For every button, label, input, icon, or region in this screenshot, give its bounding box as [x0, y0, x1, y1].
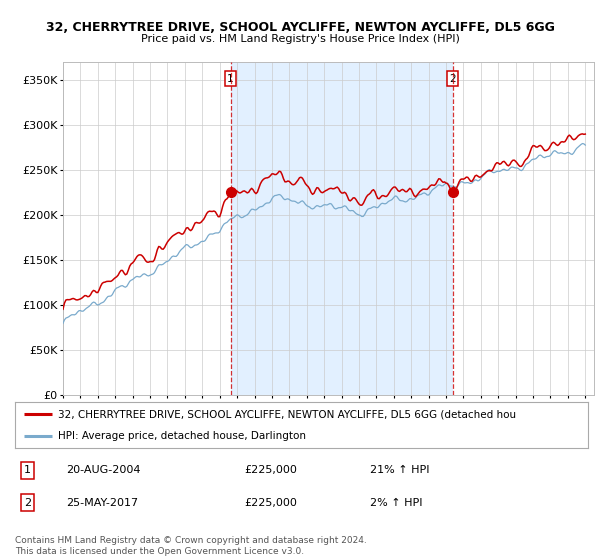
- Text: £225,000: £225,000: [244, 465, 297, 475]
- Text: £225,000: £225,000: [244, 498, 297, 507]
- Bar: [230, 62, 452, 395]
- Text: 21% ↑ HPI: 21% ↑ HPI: [370, 465, 430, 475]
- Text: Price paid vs. HM Land Registry's House Price Index (HPI): Price paid vs. HM Land Registry's House …: [140, 34, 460, 44]
- Text: 20-AUG-2004: 20-AUG-2004: [67, 465, 141, 475]
- Text: HPI: Average price, detached house, Darlington: HPI: Average price, detached house, Darl…: [58, 431, 306, 441]
- Text: 25-MAY-2017: 25-MAY-2017: [67, 498, 139, 507]
- Text: 32, CHERRYTREE DRIVE, SCHOOL AYCLIFFE, NEWTON AYCLIFFE, DL5 6GG (detached hou: 32, CHERRYTREE DRIVE, SCHOOL AYCLIFFE, N…: [58, 409, 516, 419]
- Text: 2: 2: [24, 498, 31, 507]
- Text: Contains HM Land Registry data © Crown copyright and database right 2024.
This d: Contains HM Land Registry data © Crown c…: [15, 536, 367, 556]
- Text: 1: 1: [24, 465, 31, 475]
- Text: 1: 1: [227, 74, 234, 83]
- Text: 2% ↑ HPI: 2% ↑ HPI: [370, 498, 423, 507]
- Text: 2: 2: [449, 74, 456, 83]
- Text: 32, CHERRYTREE DRIVE, SCHOOL AYCLIFFE, NEWTON AYCLIFFE, DL5 6GG: 32, CHERRYTREE DRIVE, SCHOOL AYCLIFFE, N…: [46, 21, 554, 34]
